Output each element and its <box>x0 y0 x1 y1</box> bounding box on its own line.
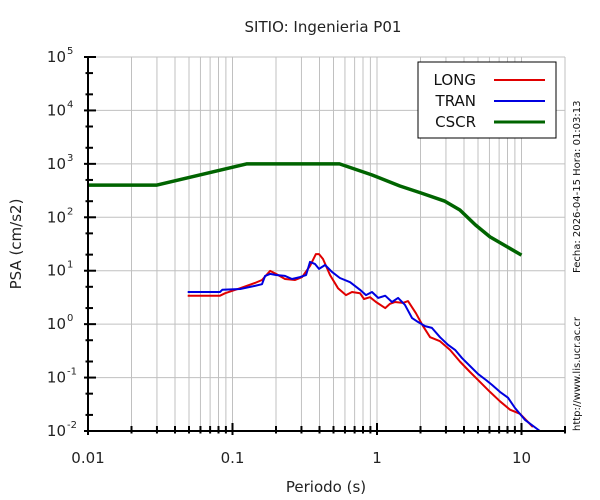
y-tick-base: 10 <box>47 315 66 333</box>
x-tick-label: 0.01 <box>71 449 104 467</box>
chart-title: SITIO: Ingenieria P01 <box>245 18 402 36</box>
y-tick-label: 10 <box>47 101 66 119</box>
y-tick-label: 10 <box>47 48 66 66</box>
legend-label-tran: TRAN <box>435 92 476 110</box>
url-label: http://www.lis.ucr.ac.cr <box>572 316 583 431</box>
y-tick-label: 10 <box>47 155 66 173</box>
y-tick-base: 10 <box>47 48 66 66</box>
legend-label-cscr: CSCR <box>435 113 476 131</box>
x-tick-label: 10 <box>512 449 531 467</box>
y-tick-exponent: 0 <box>67 313 73 324</box>
y-tick-exponent: 5 <box>67 46 73 57</box>
x-tick-label: 1 <box>372 449 382 467</box>
y-tick-exponent: 3 <box>67 153 73 164</box>
y-tick-base: 10 <box>47 369 66 387</box>
series-line-cscr <box>88 162 523 257</box>
y-tick-base: 10 <box>47 262 66 280</box>
y-tick-base: 10 <box>47 422 66 440</box>
date-time-label: Fecha: 2026-04-15 Hora: 01:03:13 <box>572 101 583 274</box>
y-tick-base: 10 <box>47 208 66 226</box>
grid-lines <box>88 56 566 431</box>
y-tick-label: 10 <box>47 208 66 226</box>
x-axis-label: Periodo (s) <box>286 478 366 496</box>
y-tick-exponent: 2 <box>67 206 73 217</box>
y-tick-base: 10 <box>47 101 66 119</box>
y-axis-label: PSA (cm/s2) <box>7 199 25 290</box>
x-tick-label: 0.1 <box>221 449 245 467</box>
y-tick-exponent: 4 <box>67 99 73 110</box>
y-tick-label: 10 <box>47 315 66 333</box>
y-tick-exponent: -1 <box>67 367 77 378</box>
y-tick-exponent: -2 <box>67 420 77 431</box>
y-tick-exponent: 1 <box>67 260 73 271</box>
y-tick-label: 10 <box>47 369 66 387</box>
series-lines <box>88 162 541 432</box>
series-line-tran <box>187 260 541 432</box>
legend-label-long: LONG <box>434 71 476 89</box>
series-line-long <box>187 253 534 428</box>
legend: LONG TRAN CSCR <box>417 61 557 139</box>
y-tick-label: 10 <box>47 262 66 280</box>
y-tick-label: 10 <box>47 422 66 440</box>
y-tick-base: 10 <box>47 155 66 173</box>
